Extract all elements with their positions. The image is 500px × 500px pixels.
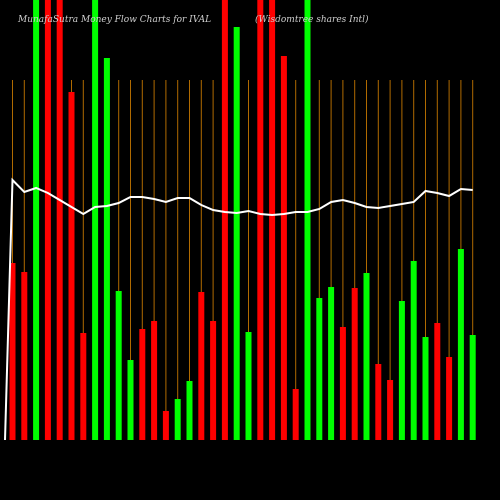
bar xyxy=(233,27,240,440)
bar xyxy=(186,381,193,440)
bar xyxy=(316,298,323,440)
bar xyxy=(198,292,205,440)
bar xyxy=(127,360,134,440)
bar xyxy=(21,272,28,440)
bar xyxy=(139,329,146,440)
bar xyxy=(174,399,181,440)
bar xyxy=(457,249,464,440)
bar xyxy=(269,0,276,440)
money-flow-line xyxy=(4,177,473,441)
bar xyxy=(351,288,358,440)
bar xyxy=(328,287,335,440)
bar xyxy=(339,327,346,440)
bar xyxy=(151,321,158,440)
bar xyxy=(210,321,217,440)
bar xyxy=(257,0,264,440)
bar xyxy=(446,357,453,440)
bar xyxy=(245,332,252,440)
bar xyxy=(304,0,311,440)
bar xyxy=(434,323,441,440)
bar xyxy=(469,335,476,440)
bar xyxy=(375,364,382,440)
bar xyxy=(363,273,370,440)
chart-subtitle: (Wisdomtree shares Intl) xyxy=(255,14,369,25)
bar xyxy=(115,291,122,440)
bar xyxy=(387,380,394,440)
bar xyxy=(44,0,51,440)
bar xyxy=(292,389,299,440)
chart-title: MunafaSutra Money Flow Charts for IVAL xyxy=(17,15,211,25)
bar xyxy=(398,301,405,440)
bar xyxy=(103,58,110,440)
bar xyxy=(9,263,16,440)
bar xyxy=(33,0,40,440)
bar xyxy=(162,411,169,440)
bar xyxy=(410,261,417,440)
bar xyxy=(68,92,75,440)
bar xyxy=(92,0,99,440)
bar xyxy=(80,333,87,440)
bar xyxy=(221,0,228,440)
bar xyxy=(280,56,287,440)
bar xyxy=(422,337,429,440)
bar xyxy=(56,0,63,440)
